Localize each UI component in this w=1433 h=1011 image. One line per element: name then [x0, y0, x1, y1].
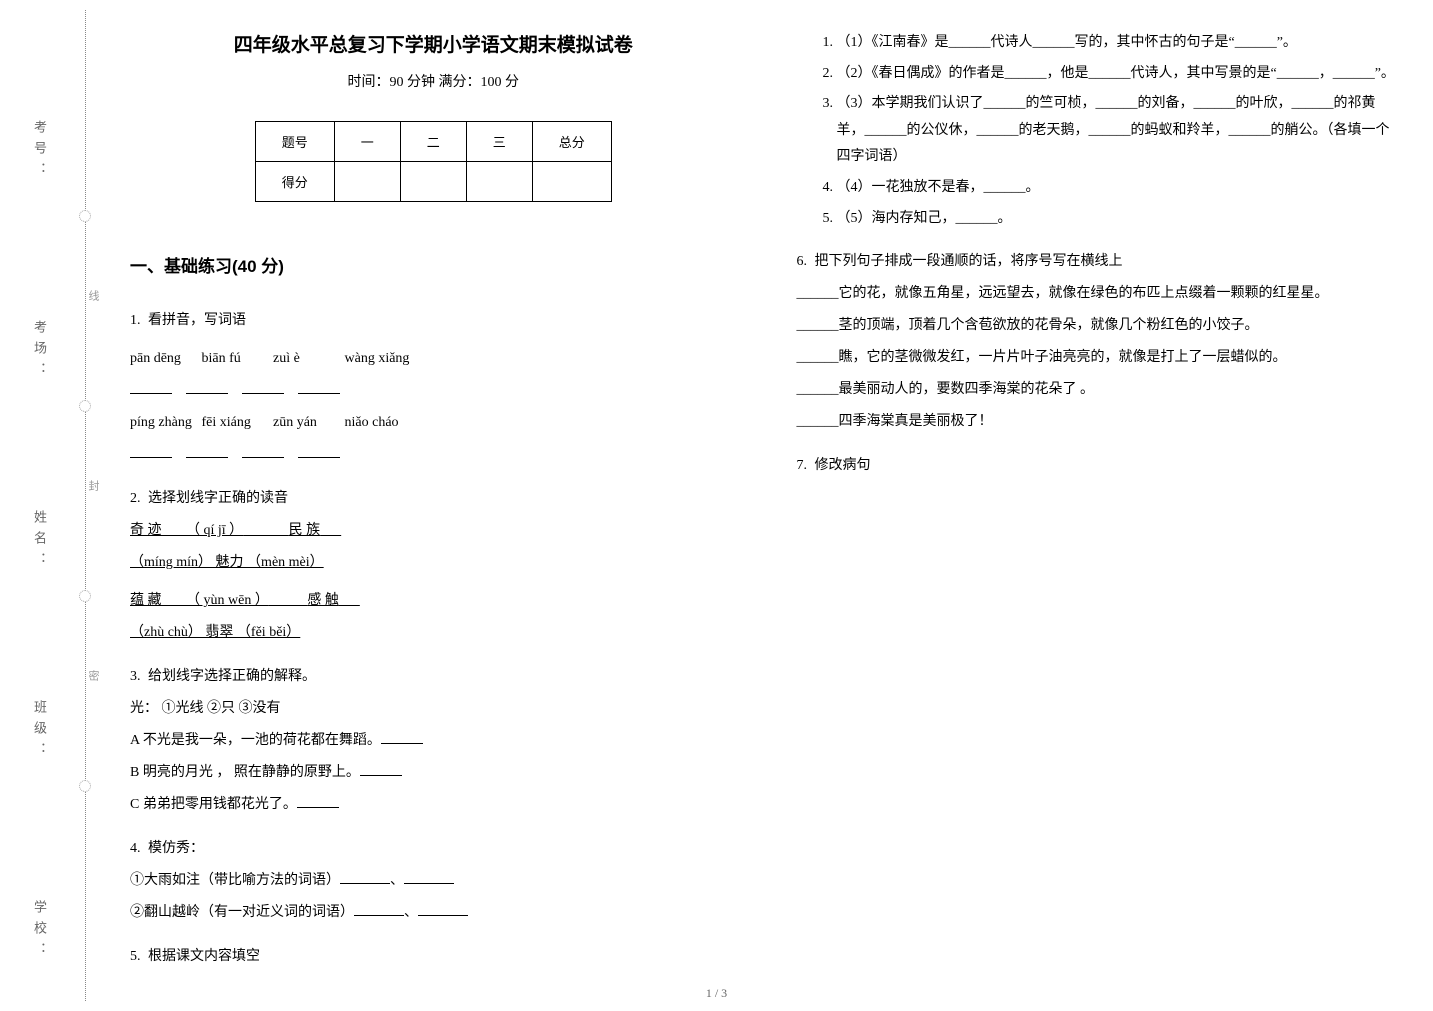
- score-table: 题号 一 二 三 总分 得分: [255, 121, 612, 202]
- vlabel-room: 考场：: [30, 320, 49, 383]
- section-1-title: 一、基础练习(40 分): [130, 252, 737, 277]
- q-title: 根据课文内容填空: [148, 949, 260, 964]
- exam-title: 四年级水平总复习下学期小学语文期末模拟试卷: [130, 30, 737, 57]
- answer-blank[interactable]: [130, 444, 172, 458]
- binding-circle: [79, 210, 91, 222]
- q5-item[interactable]: （1）《江南春》是______代诗人______写的，其中怀古的句子是“____…: [837, 30, 1404, 57]
- score-header: 二: [400, 122, 466, 162]
- pinyin: zūn yán: [273, 409, 341, 437]
- score-header: 总分: [532, 122, 611, 162]
- pinyin: fēi xiáng: [202, 409, 270, 437]
- pinyin: biān fú: [202, 345, 270, 373]
- q-number: 6.: [797, 254, 808, 269]
- vlabel-class: 班级：: [30, 700, 49, 763]
- answer-blank[interactable]: [381, 730, 423, 744]
- question-1: 1. 看拼音，写词语 pān dēng biān fú zuì è wàng x…: [130, 307, 737, 469]
- q-title: 修改病句: [815, 458, 871, 473]
- py-choice[interactable]: （ qí jī ）: [186, 523, 243, 538]
- answer-blank[interactable]: [298, 380, 340, 394]
- answer-blank[interactable]: [360, 762, 402, 776]
- q6-line[interactable]: ______瞧，它的茎微微发红，一片片叶子油亮亮的，就像是打上了一层蜡似的。: [797, 344, 1404, 372]
- question-6: 6. 把下列句子排成一段通顺的话，将序号写在横线上 ______它的花，就像五角…: [797, 248, 1404, 436]
- q5-item[interactable]: （5）海内存知己，______。: [837, 206, 1404, 233]
- q3-stem: 光： ①光线 ②只 ③没有: [130, 695, 737, 723]
- q5-item[interactable]: （2）《春日偶成》的作者是______，他是______代诗人，其中写景的是“_…: [837, 61, 1404, 88]
- score-cell[interactable]: [532, 162, 611, 202]
- binding-circle: [79, 400, 91, 412]
- answer-blank[interactable]: [130, 380, 172, 394]
- answer-blank[interactable]: [418, 902, 468, 916]
- answer-blank[interactable]: [354, 902, 404, 916]
- binding-margin: 考号： 考场： 姓名： 班级： 学校： 线 封 密: [30, 0, 80, 1011]
- answer-blank[interactable]: [186, 444, 228, 458]
- question-3: 3. 给划线字选择正确的解释。 光： ①光线 ②只 ③没有 A 不光是我一朵，一…: [130, 663, 737, 819]
- py-choice-line[interactable]: （míng mín） 魅力 （mèn mèi）: [130, 549, 737, 577]
- q-title: 选择划线字正确的读音: [148, 491, 288, 506]
- word: 奇 迹: [130, 523, 162, 538]
- q6-line[interactable]: ______它的花，就像五角星，远远望去，就像在绿色的布匹上点缀着一颗颗的红星星…: [797, 280, 1404, 308]
- exam-subtitle: 时间：90 分钟 满分：100 分: [130, 71, 737, 91]
- q-title: 把下列句子排成一段通顺的话，将序号写在横线上: [815, 254, 1123, 269]
- q6-line[interactable]: ______四季海棠真是美丽极了！: [797, 408, 1404, 436]
- q5-item[interactable]: （3）本学期我们认识了______的竺可桢，______的刘备，______的叶…: [837, 91, 1404, 171]
- q6-line[interactable]: ______茎的顶端，顶着几个含苞欲放的花骨朵，就像几个粉红色的小饺子。: [797, 312, 1404, 340]
- q3-opt-a: A 不光是我一朵，一池的荷花都在舞蹈。: [130, 733, 381, 748]
- q-title: 模仿秀：: [148, 841, 204, 856]
- q5-item[interactable]: （4）一花独放不是春，______。: [837, 175, 1404, 202]
- score-cell[interactable]: [466, 162, 532, 202]
- q-number: 7.: [797, 458, 808, 473]
- vlabel-exam-no: 考号：: [30, 120, 49, 183]
- answer-blank[interactable]: [242, 444, 284, 458]
- q-number: 3.: [130, 669, 141, 684]
- question-4: 4. 模仿秀： ①大雨如注（带比喻方法的词语）、 ②翻山越岭（有一对近义词的词语…: [130, 835, 737, 927]
- seal-note-secret: 密: [85, 670, 101, 687]
- answer-blank[interactable]: [242, 380, 284, 394]
- score-row-label: 得分: [255, 162, 334, 202]
- py-choice-line[interactable]: （zhù chù） 翡翠 （fěi běi）: [130, 619, 737, 647]
- page-number: 1 / 3: [706, 986, 727, 1001]
- vlabel-name: 姓名：: [30, 510, 49, 573]
- score-cell[interactable]: [400, 162, 466, 202]
- q-title: 看拼音，写词语: [148, 313, 246, 328]
- score-header: 一: [334, 122, 400, 162]
- question-7: 7. 修改病句: [797, 452, 1404, 480]
- score-cell[interactable]: [334, 162, 400, 202]
- q3-opt-c: C 弟弟把零用钱都花光了。: [130, 797, 297, 812]
- word: 感 触: [307, 593, 339, 608]
- word: 民 族: [289, 523, 321, 538]
- pinyin: zuì è: [273, 345, 341, 373]
- answer-blank[interactable]: [298, 444, 340, 458]
- pinyin: wàng xiǎng: [345, 345, 413, 373]
- q4-l1: ①大雨如注（带比喻方法的词语）: [130, 873, 340, 888]
- score-header: 三: [466, 122, 532, 162]
- answer-blank[interactable]: [297, 794, 339, 808]
- word: 蕴 藏: [130, 593, 162, 608]
- pinyin: niǎo cháo: [345, 409, 413, 437]
- q3-opt-b: B 明亮的月光 ， 照在静静的原野上。: [130, 765, 360, 780]
- py-choice[interactable]: （ yùn wēn ）: [186, 593, 269, 608]
- header-block: 四年级水平总复习下学期小学语文期末模拟试卷 时间：90 分钟 满分：100 分 …: [130, 30, 737, 202]
- answer-blank[interactable]: [186, 380, 228, 394]
- question-2: 2. 选择划线字正确的读音 奇 迹 （ qí jī ） 民 族 （míng mí…: [130, 485, 737, 647]
- q-number: 1.: [130, 313, 141, 328]
- page-content: 四年级水平总复习下学期小学语文期末模拟试卷 时间：90 分钟 满分：100 分 …: [130, 30, 1403, 971]
- q4-l2: ②翻山越岭（有一对近义词的词语）: [130, 905, 354, 920]
- pinyin: pān dēng: [130, 345, 198, 373]
- seal-note-line: 线: [85, 290, 101, 307]
- q-number: 5.: [130, 949, 141, 964]
- seal-note-seal: 封: [85, 480, 101, 497]
- q6-line[interactable]: ______最美丽动人的，要数四季海棠的花朵了 。: [797, 376, 1404, 404]
- score-header: 题号: [255, 122, 334, 162]
- vlabel-school: 学校：: [30, 900, 49, 963]
- pinyin: píng zhàng: [130, 409, 198, 437]
- answer-blank[interactable]: [340, 870, 390, 884]
- answer-blank[interactable]: [404, 870, 454, 884]
- q-number: 2.: [130, 491, 141, 506]
- binding-dotted-line: [85, 10, 86, 1001]
- q-number: 4.: [130, 841, 141, 856]
- q-title: 给划线字选择正确的解释。: [148, 669, 316, 684]
- binding-circle: [79, 780, 91, 792]
- binding-circle: [79, 590, 91, 602]
